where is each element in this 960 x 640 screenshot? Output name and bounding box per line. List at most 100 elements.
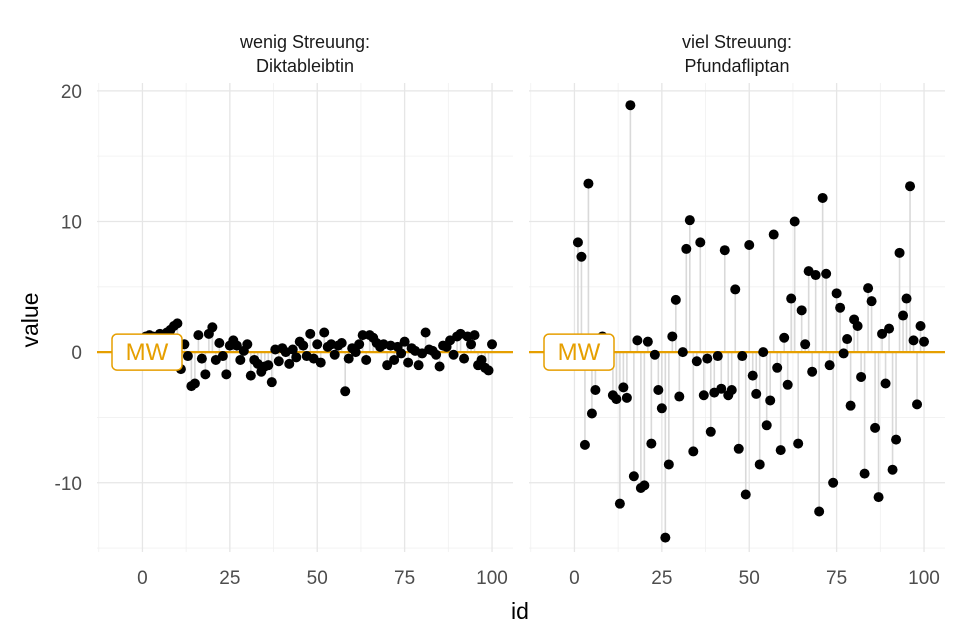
data-point bbox=[814, 506, 825, 517]
data-point bbox=[284, 358, 295, 369]
data-point bbox=[688, 446, 699, 457]
x-tick-label: 25 bbox=[651, 568, 672, 589]
data-point bbox=[852, 320, 863, 331]
data-point bbox=[420, 327, 431, 338]
data-point bbox=[207, 322, 218, 333]
data-point bbox=[870, 422, 881, 433]
data-point bbox=[730, 284, 741, 295]
data-point bbox=[712, 351, 723, 362]
data-point bbox=[747, 370, 758, 381]
data-point bbox=[653, 385, 664, 396]
data-point bbox=[677, 347, 688, 358]
facet-panel-viel-streuung: MW viel Streuung: Pfundafliptan 0 25 50 75 1… bbox=[529, 32, 945, 589]
data-point bbox=[354, 339, 365, 350]
y-axis-title: value bbox=[17, 293, 43, 348]
data-point bbox=[702, 353, 713, 364]
data-point bbox=[919, 336, 930, 347]
data-point bbox=[273, 356, 284, 367]
data-point bbox=[831, 288, 842, 299]
x-tick-label: 50 bbox=[739, 568, 760, 589]
data-point bbox=[719, 245, 730, 256]
data-point bbox=[691, 356, 702, 367]
data-point bbox=[817, 192, 828, 203]
data-point bbox=[343, 353, 354, 364]
data-point bbox=[639, 480, 650, 491]
data-point bbox=[431, 349, 442, 360]
data-point bbox=[737, 351, 748, 362]
data-point bbox=[396, 348, 407, 359]
data-point bbox=[915, 320, 926, 331]
data-point bbox=[469, 330, 480, 341]
data-point bbox=[744, 239, 755, 250]
facet-strip-title-line2: Pfundafliptan bbox=[684, 56, 789, 76]
y-tick-label: 10 bbox=[61, 212, 82, 233]
mean-label-box bbox=[111, 333, 183, 371]
data-point bbox=[413, 360, 424, 371]
data-point bbox=[172, 318, 183, 329]
data-point bbox=[772, 362, 783, 373]
data-point bbox=[434, 361, 445, 372]
data-point bbox=[761, 420, 772, 431]
facet-strip-title-line2: Diktableibtin bbox=[256, 56, 354, 76]
data-point bbox=[726, 385, 737, 396]
data-point bbox=[625, 100, 636, 111]
data-point bbox=[357, 330, 368, 341]
data-point bbox=[877, 328, 888, 339]
data-point bbox=[399, 336, 410, 347]
data-point bbox=[646, 438, 657, 449]
data-point bbox=[583, 178, 594, 189]
data-point bbox=[779, 332, 790, 343]
data-point bbox=[887, 464, 898, 475]
data-point bbox=[350, 347, 361, 358]
data-point bbox=[403, 357, 414, 368]
data-point bbox=[698, 390, 709, 401]
data-point bbox=[319, 327, 330, 338]
data-point bbox=[459, 353, 470, 364]
data-point bbox=[660, 532, 671, 543]
data-point bbox=[632, 335, 643, 346]
data-point bbox=[336, 337, 347, 348]
data-point bbox=[863, 283, 874, 294]
data-point bbox=[807, 366, 818, 377]
data-point bbox=[782, 379, 793, 390]
data-point bbox=[845, 400, 856, 411]
data-point bbox=[716, 383, 727, 394]
data-point bbox=[765, 395, 776, 406]
data-point bbox=[751, 388, 762, 399]
data-point bbox=[642, 336, 653, 347]
data-point bbox=[340, 386, 351, 397]
data-point bbox=[758, 347, 769, 358]
data-point bbox=[667, 331, 678, 342]
facet-strip-title-line1: viel Streuung: bbox=[682, 32, 792, 52]
data-point bbox=[796, 305, 807, 316]
data-point bbox=[905, 181, 916, 192]
data-point bbox=[842, 334, 853, 345]
data-point bbox=[901, 293, 912, 304]
data-point bbox=[182, 351, 193, 362]
x-tick-label: 25 bbox=[219, 568, 240, 589]
x-axis-title: id bbox=[511, 598, 529, 624]
data-point bbox=[705, 426, 716, 437]
data-point bbox=[684, 215, 695, 226]
data-point bbox=[621, 392, 632, 403]
data-point bbox=[674, 391, 685, 402]
data-point bbox=[298, 340, 309, 351]
data-point bbox=[912, 399, 923, 410]
data-point bbox=[775, 445, 786, 456]
data-point bbox=[476, 354, 487, 365]
data-point bbox=[789, 216, 800, 227]
data-point bbox=[245, 370, 256, 381]
facet-panel-wenig-streuung: MW wenig Streuung: Diktableibtin 0 25 50 75… bbox=[97, 32, 513, 589]
data-point bbox=[189, 378, 200, 389]
y-tick-label: 20 bbox=[61, 82, 82, 103]
x-tick-label: 50 bbox=[307, 568, 328, 589]
data-point bbox=[590, 385, 601, 396]
data-point bbox=[898, 310, 909, 321]
data-point bbox=[263, 360, 274, 371]
data-point bbox=[235, 354, 246, 365]
data-point bbox=[487, 339, 498, 350]
data-point bbox=[835, 302, 846, 313]
data-point bbox=[389, 354, 400, 365]
data-point bbox=[483, 365, 494, 376]
